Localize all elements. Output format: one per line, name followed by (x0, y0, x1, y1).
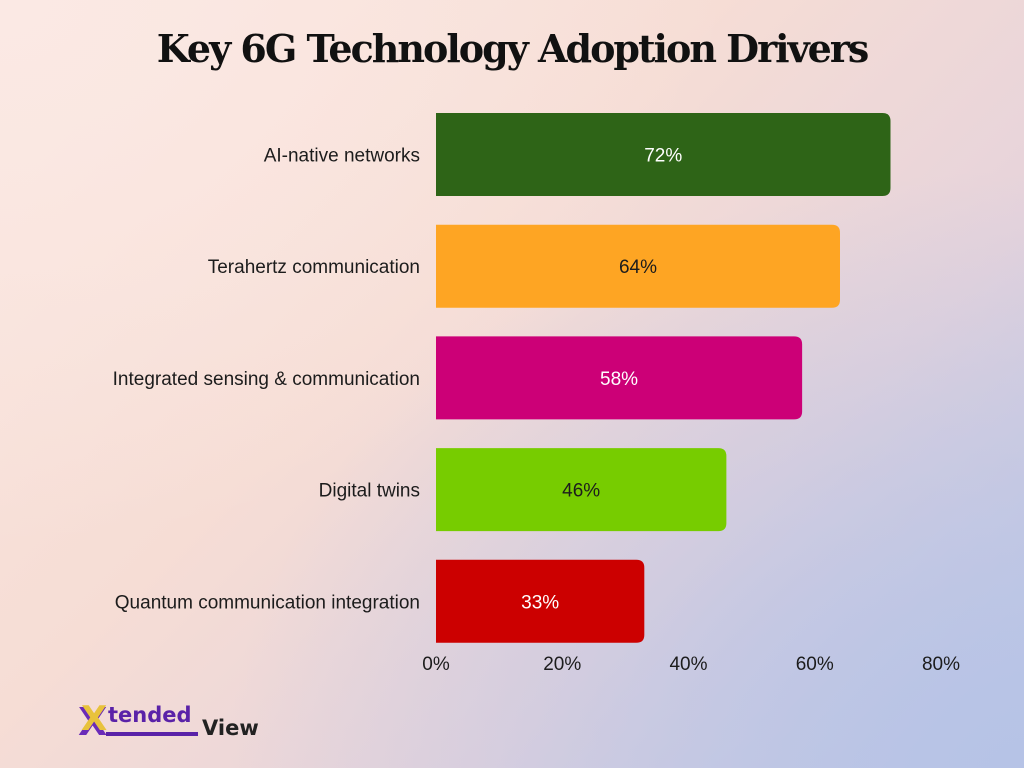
logo-word-tended: tended (108, 703, 192, 727)
category-label: Terahertz communication (208, 257, 420, 278)
data-label: 58% (600, 369, 638, 390)
data-label: 46% (562, 481, 600, 502)
bar (436, 113, 891, 196)
logo-word-view: View (202, 716, 259, 740)
bar (436, 224, 840, 308)
category-label: Integrated sensing & communication (113, 369, 420, 390)
data-label: 33% (521, 592, 559, 613)
chart-title: Key 6G Technology Adoption Drivers (156, 26, 870, 71)
x-tick-label: 0% (422, 654, 450, 675)
logo-mark: X (78, 700, 108, 744)
x-tick-label: 40% (669, 654, 707, 675)
category-label: AI-native networks (264, 146, 420, 167)
bar-chart: AI-native networks 72% Terahertz communica… (113, 113, 960, 675)
data-label: 64% (619, 257, 657, 278)
category-label: Digital twins (319, 481, 420, 502)
category-label: Quantum communication integration (115, 592, 420, 613)
brand-logo: X X tended View (78, 699, 278, 744)
data-label: 72% (644, 146, 682, 167)
bar (436, 559, 645, 643)
bar (436, 336, 803, 420)
x-tick-label: 20% (543, 654, 581, 675)
x-tick-label: 80% (922, 654, 960, 675)
x-tick-label: 60% (796, 654, 834, 675)
logo-mark-accent: X (81, 699, 108, 739)
logo-underline (106, 732, 198, 736)
bar (436, 448, 727, 532)
